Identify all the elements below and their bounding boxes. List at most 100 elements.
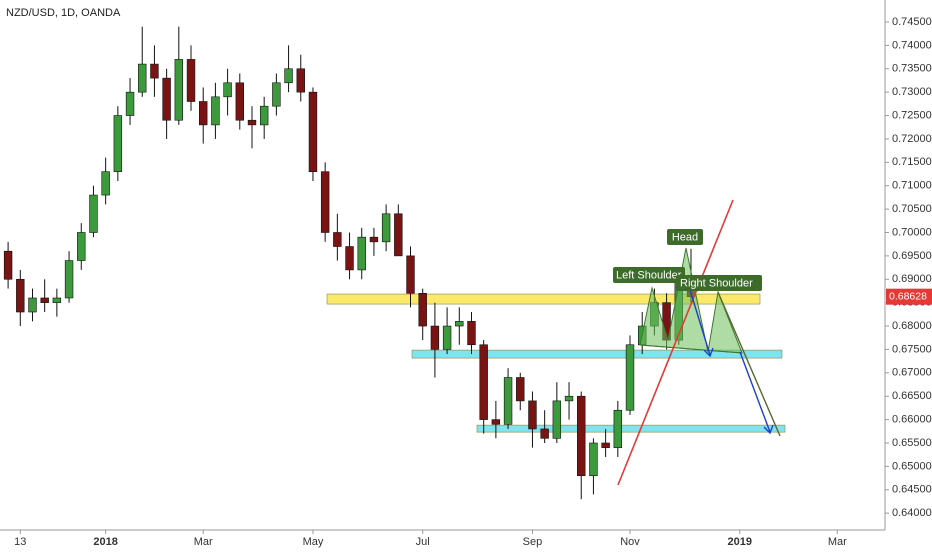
candle-body [577, 395, 586, 477]
x-tick-label: Sep [523, 536, 543, 548]
neckline [639, 344, 743, 354]
candle-body [516, 377, 525, 402]
y-tick-label: 0.73000 [892, 86, 932, 98]
candle-body [442, 325, 452, 350]
x-tick-label: Jul [416, 536, 430, 548]
candle-body [186, 59, 196, 102]
candle-body [272, 82, 281, 107]
candle-body [64, 260, 74, 299]
candle-body [369, 236, 379, 243]
annotation-box [676, 275, 762, 291]
candle-body [613, 409, 623, 448]
y-tick-label: 0.74500 [892, 16, 932, 28]
candle-body [247, 119, 257, 126]
last-price-box [886, 288, 932, 305]
y-tick-label: 0.66500 [892, 390, 932, 402]
annotation: Head [667, 229, 703, 245]
candle-body [418, 293, 427, 327]
x-tick-label: 2018 [93, 536, 117, 548]
zone [411, 349, 783, 359]
candle-body [381, 213, 391, 243]
candle-body [394, 213, 403, 257]
candle-body [357, 236, 366, 271]
y-tick-label: 0.67500 [892, 343, 932, 355]
candle-body [162, 77, 171, 121]
annotation-label: Right Shoulder [680, 277, 753, 289]
y-tick-label: 0.72500 [892, 109, 932, 121]
candle-body [28, 297, 37, 313]
y-tick-label: 0.74000 [892, 39, 932, 51]
candle-body [503, 377, 513, 425]
y-tick-label: 0.69000 [892, 273, 932, 285]
annotation-box [667, 229, 703, 245]
candle-body [125, 91, 135, 116]
y-tick-label: 0.65000 [892, 460, 932, 472]
candle-body [320, 171, 330, 233]
y-tick-label: 0.72000 [892, 133, 932, 145]
candle-body [564, 395, 574, 402]
y-tick-label: 0.70500 [892, 203, 932, 215]
candle-body [223, 82, 232, 98]
y-tick-label: 0.64000 [892, 507, 932, 519]
y-tick-label: 0.67000 [892, 367, 932, 379]
candle-body [235, 82, 244, 121]
candle-body [199, 101, 208, 126]
last-price-label: 0.68628 [889, 290, 927, 302]
x-tick-label: Mar [828, 536, 847, 548]
trend-line [617, 199, 734, 486]
y-tick-label: 0.71500 [892, 156, 932, 168]
candle-body [101, 171, 110, 196]
candles [3, 26, 696, 500]
y-tick-label: 0.65500 [892, 437, 932, 449]
arrow-head [703, 347, 714, 358]
y-tick-label: 0.71000 [892, 180, 932, 192]
candle-body [345, 246, 354, 271]
candle-body [40, 297, 49, 303]
annotation-box [613, 267, 685, 283]
candle-body [284, 68, 293, 84]
x-tick-label: 13 [14, 536, 26, 548]
candle-body [174, 59, 184, 121]
candle-body [552, 400, 562, 439]
y-tick-label: 0.69500 [892, 250, 932, 262]
head-shoulders-shape [639, 247, 743, 354]
candle-body [333, 232, 342, 247]
arrow [689, 289, 711, 356]
x-tick-label: Nov [620, 536, 640, 548]
candle-body [467, 321, 476, 346]
candle-body [406, 255, 415, 294]
y-tick-label: 0.68000 [892, 320, 932, 332]
candle-body [455, 321, 464, 327]
annotation-label: Head [672, 231, 698, 243]
y-tick-label: 0.66000 [892, 414, 932, 426]
chart-title: NZD/USD, 1D, OANDA [6, 7, 121, 19]
candle-body [3, 250, 13, 280]
candle-body [138, 63, 147, 93]
arrow [739, 351, 771, 433]
candle-body [479, 344, 488, 420]
candle-body [601, 442, 610, 448]
axis-labels: 0.64000 0.64500 0.65000 0.65500 0.66000 0.665… [14, 16, 932, 548]
arrow-head [763, 424, 774, 435]
candle-body [589, 442, 598, 477]
candle-body [430, 325, 440, 350]
candle-body [211, 96, 220, 126]
zones [326, 293, 786, 433]
y-tick-label: 0.70000 [892, 226, 932, 238]
candle-body [528, 400, 537, 430]
candle-body [540, 428, 549, 439]
annotation-label: Left Shoulder [616, 269, 682, 281]
candle-body [52, 297, 62, 303]
pattern-drawing [617, 199, 781, 486]
projection-line [717, 291, 781, 437]
x-tick-label: May [303, 536, 324, 548]
candle-body [89, 194, 98, 233]
candle-body [308, 91, 318, 172]
candle-body [77, 232, 86, 261]
y-tick-label: 0.73500 [892, 63, 932, 75]
candle-body [491, 419, 501, 425]
candle-body [113, 115, 123, 172]
candle-body [259, 105, 269, 126]
